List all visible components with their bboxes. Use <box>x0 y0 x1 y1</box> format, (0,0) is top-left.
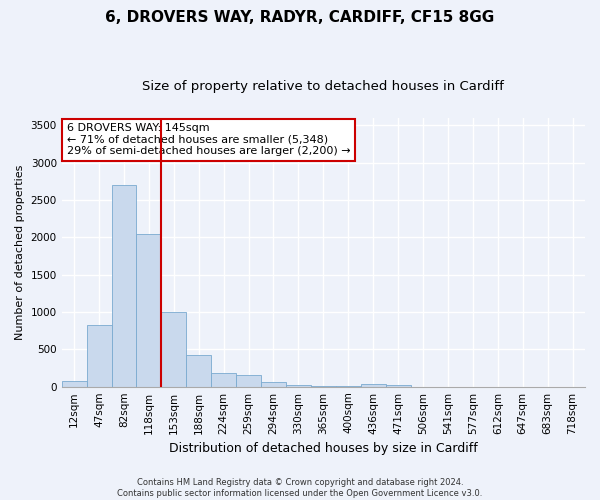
Text: 6 DROVERS WAY: 145sqm
← 71% of detached houses are smaller (5,348)
29% of semi-d: 6 DROVERS WAY: 145sqm ← 71% of detached … <box>67 123 350 156</box>
Bar <box>112 185 136 386</box>
Bar <box>86 326 112 386</box>
Title: Size of property relative to detached houses in Cardiff: Size of property relative to detached ho… <box>142 80 504 93</box>
Bar <box>286 385 311 386</box>
Bar <box>211 373 236 386</box>
Bar <box>161 312 186 386</box>
Bar <box>236 376 261 386</box>
Bar <box>386 385 410 386</box>
Bar <box>361 384 386 386</box>
Text: Contains HM Land Registry data © Crown copyright and database right 2024.
Contai: Contains HM Land Registry data © Crown c… <box>118 478 482 498</box>
Y-axis label: Number of detached properties: Number of detached properties <box>15 164 25 340</box>
Bar <box>186 354 211 386</box>
Bar <box>136 234 161 386</box>
Text: 6, DROVERS WAY, RADYR, CARDIFF, CF15 8GG: 6, DROVERS WAY, RADYR, CARDIFF, CF15 8GG <box>106 10 494 25</box>
Bar <box>261 382 286 386</box>
Bar <box>62 381 86 386</box>
X-axis label: Distribution of detached houses by size in Cardiff: Distribution of detached houses by size … <box>169 442 478 455</box>
